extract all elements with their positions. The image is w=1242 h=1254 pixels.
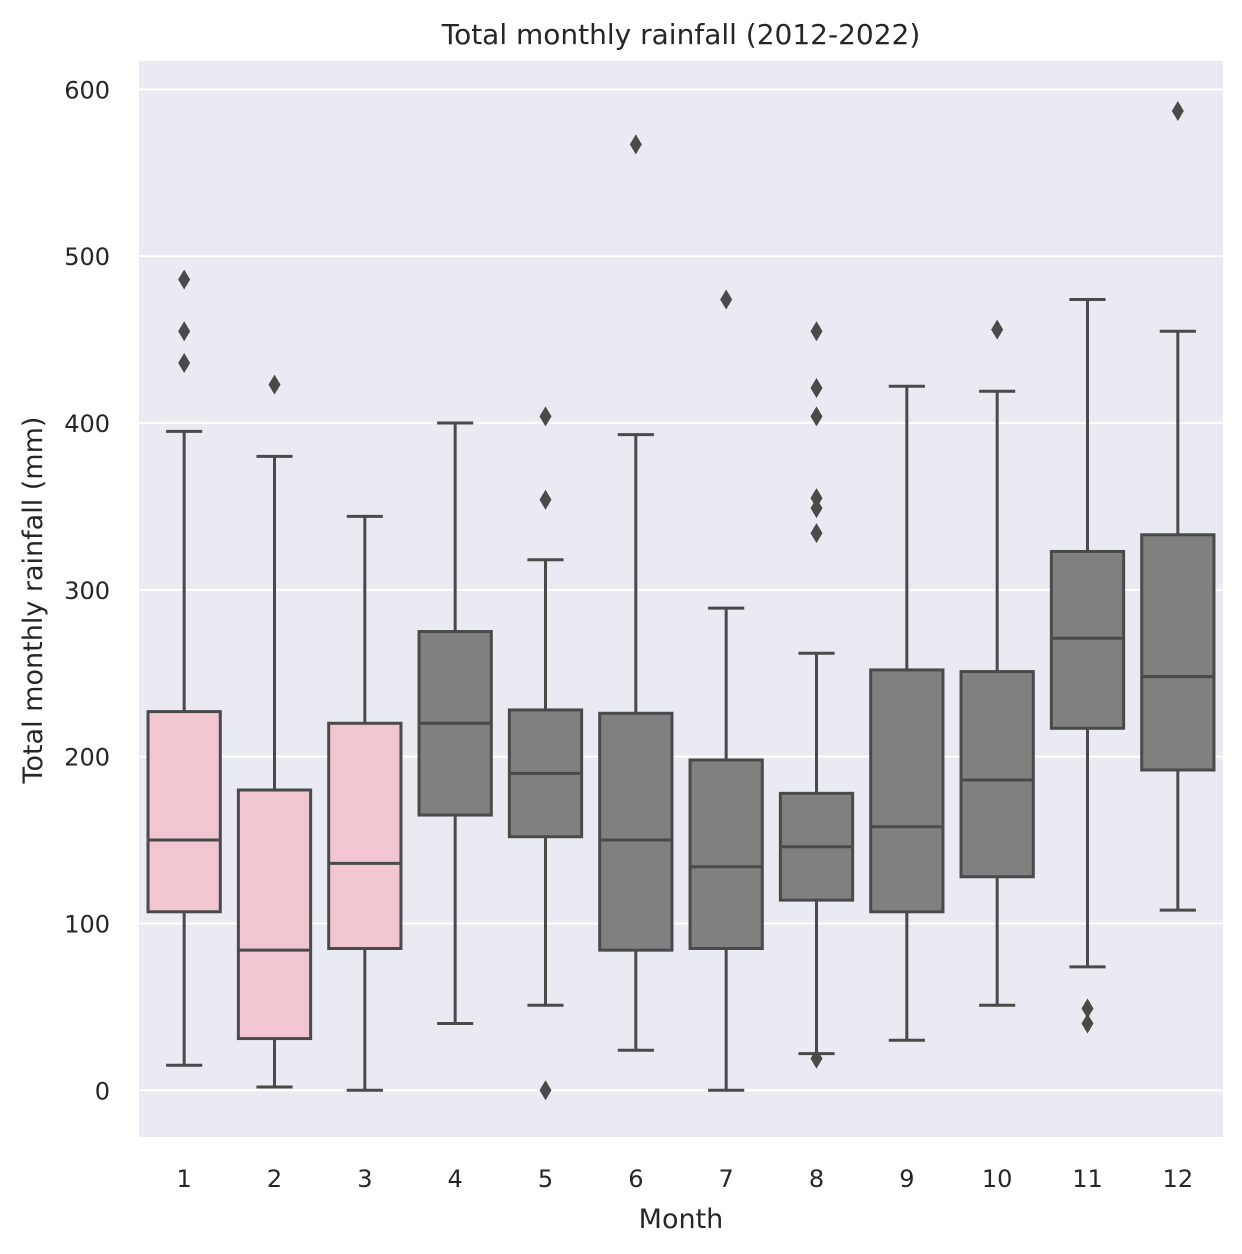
box-iqr-1 bbox=[146, 710, 222, 914]
outlier-point-2-0 bbox=[268, 374, 281, 395]
outlier-point-1-0 bbox=[178, 352, 191, 373]
chart-title: Total monthly rainfall (2012-2022) bbox=[441, 18, 921, 51]
outlier-point-11-1 bbox=[1081, 998, 1094, 1019]
x-tick-label-7: 7 bbox=[719, 1165, 734, 1193]
box-month-6 bbox=[598, 134, 674, 1052]
plot-background bbox=[139, 61, 1223, 1137]
outlier-point-8-3 bbox=[810, 488, 823, 509]
box-iqr-11 bbox=[1049, 549, 1126, 730]
box-month-8 bbox=[778, 321, 855, 1069]
x-axis-label: Month bbox=[639, 1204, 724, 1235]
x-tick-label-11: 11 bbox=[1072, 1165, 1103, 1193]
outlier-point-8-4 bbox=[810, 406, 823, 427]
x-tick-label-8: 8 bbox=[809, 1165, 824, 1193]
x-tick-label-1: 1 bbox=[177, 1165, 192, 1193]
box-month-9 bbox=[869, 384, 945, 1042]
y-axis-ticks: 0 100 200 300 400 500 600 bbox=[64, 76, 110, 1105]
outlier-point-8-0 bbox=[810, 1048, 823, 1069]
x-tick-label-12: 12 bbox=[1163, 1165, 1194, 1193]
box-iqr-2 bbox=[236, 788, 313, 1041]
x-tick-label-10: 10 bbox=[982, 1165, 1013, 1193]
outlier-point-5-2 bbox=[539, 406, 552, 427]
x-tick-label-6: 6 bbox=[628, 1165, 643, 1193]
y-tick-label-100: 100 bbox=[64, 910, 110, 938]
box-iqr-12 bbox=[1140, 533, 1216, 772]
box-iqr-3 bbox=[327, 721, 403, 950]
y-axis-label: Total monthly rainfall (mm) bbox=[18, 417, 49, 785]
outlier-point-8-6 bbox=[810, 321, 823, 342]
outlier-point-8-2 bbox=[810, 498, 823, 519]
outlier-point-1-2 bbox=[178, 269, 191, 290]
box-plot-series bbox=[146, 101, 1216, 1101]
box-month-10 bbox=[959, 319, 1035, 1007]
box-month-1 bbox=[146, 269, 222, 1067]
x-tick-label-3: 3 bbox=[357, 1165, 372, 1193]
x-tick-label-4: 4 bbox=[448, 1165, 463, 1193]
box-month-11 bbox=[1049, 298, 1126, 1034]
y-tick-label-400: 400 bbox=[64, 410, 110, 438]
x-tick-label-9: 9 bbox=[899, 1165, 914, 1193]
outlier-point-6-0 bbox=[629, 134, 642, 155]
box-month-4 bbox=[417, 421, 493, 1026]
y-tick-label-500: 500 bbox=[64, 243, 110, 271]
outlier-point-5-0 bbox=[539, 1080, 552, 1101]
y-tick-label-300: 300 bbox=[64, 577, 110, 605]
outlier-point-12-0 bbox=[1171, 101, 1184, 122]
grid-lines bbox=[139, 88, 1223, 1092]
box-iqr-9 bbox=[869, 668, 945, 914]
box-month-7 bbox=[688, 289, 764, 1092]
outlier-point-8-5 bbox=[810, 377, 823, 398]
box-month-5 bbox=[507, 406, 584, 1101]
box-month-2 bbox=[236, 374, 313, 1089]
y-tick-label-200: 200 bbox=[64, 744, 110, 772]
y-tick-label-600: 600 bbox=[64, 76, 110, 104]
box-iqr-7 bbox=[688, 758, 764, 950]
x-tick-label-2: 2 bbox=[267, 1165, 282, 1193]
outlier-point-5-1 bbox=[539, 489, 552, 510]
outlier-point-11-0 bbox=[1081, 1013, 1094, 1034]
outlier-point-7-0 bbox=[720, 289, 733, 310]
box-month-12 bbox=[1140, 101, 1216, 912]
box-month-3 bbox=[327, 514, 403, 1092]
outlier-point-8-1 bbox=[810, 523, 823, 544]
outlier-point-10-0 bbox=[991, 319, 1004, 340]
box-iqr-10 bbox=[959, 670, 1035, 879]
x-tick-label-5: 5 bbox=[538, 1165, 553, 1193]
outlier-point-1-1 bbox=[178, 321, 191, 342]
box-iqr-6 bbox=[598, 711, 674, 952]
x-axis-ticks: 1 2 3 4 5 6 7 8 9 10 11 12 bbox=[177, 1165, 1194, 1193]
y-tick-label-0: 0 bbox=[95, 1077, 110, 1105]
